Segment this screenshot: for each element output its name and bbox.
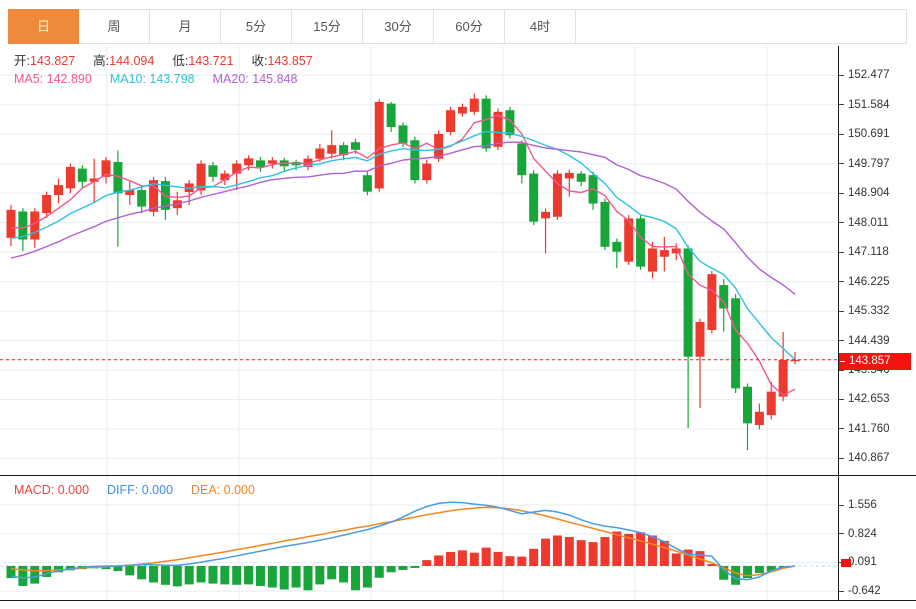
ohlc-label: 低: <box>172 54 189 68</box>
macd-legend-item: DEA: 0.000 <box>191 483 255 497</box>
ma-legend-item: MA10: 143.798 <box>109 72 195 86</box>
timeframe-tabbar: 日周月 5分 15分 30分 60分 4时 <box>8 9 907 44</box>
ohlc-value: 143.857 <box>267 54 313 68</box>
tab-30分[interactable]: 30分 <box>363 9 434 44</box>
macd-current-marker <box>841 559 851 567</box>
tab-月[interactable]: 月 <box>150 9 221 44</box>
bottom-border <box>0 600 916 601</box>
price-axis-line <box>838 46 839 601</box>
macd-legend-item: DIFF: 0.000 <box>107 483 174 497</box>
ohlc-value: 144.094 <box>109 54 155 68</box>
ohlc-label: 收: <box>251 54 268 68</box>
current-price-tag: 143.857 <box>839 353 911 370</box>
current-price-value: 143.857 <box>849 355 891 367</box>
ma-legend-item: MA20: 145.848 <box>212 72 298 86</box>
ohlc-legend: 开:143.827 高:144.094 低:143.721 收:143.857 <box>14 50 331 69</box>
ma-legend: MA5: 142.890 MA10: 143.798 MA20: 145.848 <box>14 72 315 86</box>
ohlc-label: 开: <box>14 54 30 68</box>
ohlc-label: 高: <box>93 54 110 68</box>
ma-legend-item: MA5: 142.890 <box>14 72 92 86</box>
ohlc-item: 收:143.857 <box>252 50 313 69</box>
panel-separator <box>0 475 916 476</box>
tag-tick-dash <box>840 361 845 362</box>
tab-60分[interactable]: 60分 <box>434 9 505 44</box>
tabbar-filler <box>576 9 907 44</box>
ohlc-item: 低:143.721 <box>172 50 233 69</box>
tab-周[interactable]: 周 <box>79 9 150 44</box>
ohlc-item: 高:144.094 <box>93 50 154 69</box>
tab-5分[interactable]: 5分 <box>221 9 292 44</box>
tab-15分[interactable]: 15分 <box>292 9 363 44</box>
tab-日[interactable]: 日 <box>8 9 79 44</box>
ohlc-value: 143.721 <box>188 54 234 68</box>
tab-4时[interactable]: 4时 <box>505 9 576 44</box>
macd-legend: MACD: 0.000 DIFF: 0.000 DEA: 0.000 <box>14 483 273 497</box>
ohlc-value: 143.827 <box>29 54 76 68</box>
macd-legend-item: MACD: 0.000 <box>14 483 90 497</box>
ohlc-item: 开:143.827 <box>14 50 75 69</box>
